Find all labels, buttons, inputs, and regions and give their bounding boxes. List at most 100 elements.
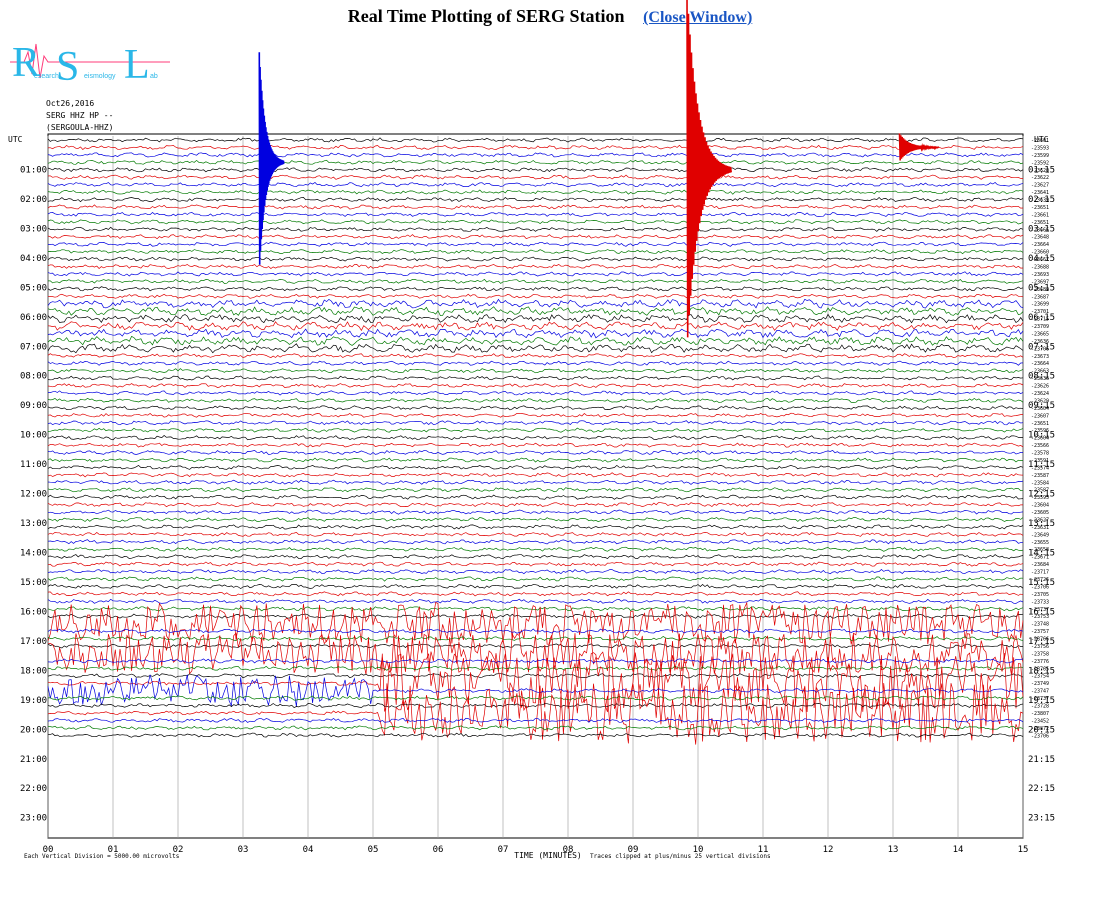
trace-offset-label: -23658: [1031, 547, 1049, 553]
x-tick-label: 03: [238, 845, 249, 855]
trace-offset-label: -23599: [1031, 153, 1049, 159]
trace-line: [47, 234, 1024, 240]
left-hour-label: 07:00: [20, 342, 47, 352]
right-axis-label: UTC: [1034, 135, 1049, 144]
trace-line: [47, 658, 1024, 664]
right-hour-label: 06:15: [1028, 313, 1055, 323]
left-hour-label: 15:00: [20, 578, 47, 588]
left-hour-label: 12:00: [20, 490, 47, 500]
trace-line: [47, 427, 1024, 433]
trace-offset-label: -23673: [1031, 354, 1049, 360]
trace-offset-label: -23715: [1031, 317, 1049, 323]
header-date: Oct26,2016: [46, 99, 94, 108]
trace-line: [47, 405, 1024, 411]
trace-line: [47, 449, 1023, 455]
trace-offset-label: -23604: [1031, 436, 1049, 442]
x-tick-label: 15: [1018, 845, 1029, 855]
trace-line: [47, 732, 1024, 738]
trace-line: [47, 286, 1024, 292]
trace-line: [47, 256, 1024, 262]
trace-offset-label: -23706: [1031, 733, 1049, 739]
trace-offset-label: -23604: [1031, 503, 1049, 509]
trace-offset-label: -23587: [1031, 488, 1049, 494]
trace-offset-label: -23592: [1031, 160, 1049, 166]
x-tick-label: 11: [758, 845, 769, 855]
header-channel: SERG HHZ HP --: [46, 111, 113, 120]
left-hour-label: 08:00: [20, 372, 47, 382]
logo-letter-l: L: [124, 42, 150, 84]
rsl-logo: R S L esearch eismology ab: [10, 40, 170, 84]
trace-offset-label: -23626: [1031, 384, 1049, 390]
left-hour-label: 10:00: [20, 431, 47, 441]
trace-offset-label: -23663: [1031, 369, 1049, 375]
trace-offset-label: -23607: [1031, 413, 1049, 419]
trace-line: [47, 144, 1024, 150]
trace-line: [47, 695, 1024, 701]
trace-offset-label: -23749: [1031, 681, 1049, 687]
right-hour-label: 08:15: [1028, 372, 1055, 382]
trace-line: [47, 174, 1024, 180]
trace-line: [47, 632, 1024, 675]
trace-line: [47, 576, 1024, 582]
right-hour-label: 17:15: [1028, 637, 1055, 647]
trace-line: [47, 167, 1024, 173]
trace-line: [47, 457, 1023, 463]
right-hour-label: 04:15: [1028, 254, 1055, 264]
trace-offset-label: -23726: [1031, 577, 1049, 583]
trace-offset-label: -23596: [1031, 428, 1049, 434]
trace-line: [47, 152, 1024, 158]
event-mark: [686, 0, 732, 338]
logo-tagline-1: esearch: [34, 73, 59, 80]
trace-offset-label: -23671: [1031, 555, 1049, 561]
trace-offset-label: -23684: [1031, 562, 1049, 568]
trace-offset-label: -23667: [1031, 257, 1049, 263]
right-hour-label: 13:15: [1028, 519, 1055, 529]
trace-line: [47, 197, 1024, 203]
trace-line: [47, 539, 1024, 545]
trace-line: [47, 375, 1024, 381]
trace-offset-label: -23627: [1031, 517, 1049, 523]
trace-offset-label: -23754: [1031, 674, 1049, 680]
left-hour-label: 09:00: [20, 401, 47, 411]
trace-line: [47, 335, 1024, 346]
trace-offset-label: -23636: [1031, 339, 1049, 345]
right-hour-label: 10:15: [1028, 431, 1055, 441]
trace-line: [47, 182, 1024, 188]
trace-offset-label: -23688: [1031, 264, 1049, 270]
right-hour-label: 18:15: [1028, 666, 1055, 676]
trace-line: [47, 487, 1024, 493]
left-hour-label: 13:00: [20, 519, 47, 529]
trace-line: [47, 516, 1024, 523]
trace-line: [47, 204, 1024, 210]
trace-offset-label: -23757: [1031, 629, 1049, 635]
trace-line: [47, 673, 1024, 679]
trace-line: [47, 397, 1024, 403]
left-hour-label: 04:00: [20, 254, 47, 264]
trace-offset-label: -23591: [1031, 458, 1049, 464]
trace-line: [47, 420, 1024, 426]
trace-line: [47, 249, 1024, 255]
trace-offset-label: -23639: [1031, 198, 1049, 204]
trace-offset-label: -23593: [1031, 145, 1049, 151]
trace-offset-label: -23595: [1031, 495, 1049, 501]
x-tick-label: 10: [693, 845, 704, 855]
right-hour-label: 23:15: [1028, 814, 1055, 824]
trace-offset-label: -23758: [1031, 651, 1049, 657]
left-hour-label: 06:00: [20, 313, 47, 323]
trace-offset-label: -23452: [1031, 718, 1049, 724]
trace-line: [47, 601, 1024, 645]
trace-line: [47, 472, 1024, 478]
trace-line: [47, 435, 1024, 441]
trace-line: [47, 524, 1024, 530]
trace-line: [47, 598, 1024, 604]
close-window-link[interactable]: (Close Window): [643, 9, 753, 26]
trace-offset-label: -23622: [1031, 175, 1049, 181]
header-station: (SERGOULA-HHZ): [46, 123, 113, 132]
left-hour-label: 16:00: [20, 607, 47, 617]
trace-offset-label: -23636: [1031, 376, 1049, 382]
logo-letter-r: R: [12, 40, 40, 84]
trace-offset-label: -23737: [1031, 696, 1049, 702]
x-tick-label: 05: [368, 845, 379, 855]
trace-line: [47, 412, 1024, 418]
trace-offset-label: -23566: [1031, 443, 1049, 449]
